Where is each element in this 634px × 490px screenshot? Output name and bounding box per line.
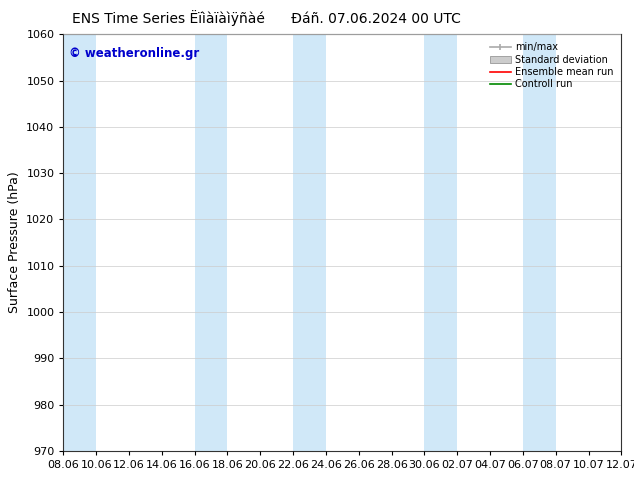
Y-axis label: Surface Pressure (hPa): Surface Pressure (hPa)	[8, 172, 21, 314]
Bar	[293, 34, 326, 451]
Text: ENS Time Series Ëïìàïàìÿñàé      Đáñ. 07.06.2024 00 UTC: ENS Time Series Ëïìàïàìÿñàé Đáñ. 07.06.2…	[72, 10, 461, 26]
Bar	[424, 34, 457, 451]
Bar	[195, 34, 228, 451]
Legend: min/max, Standard deviation, Ensemble mean run, Controll run: min/max, Standard deviation, Ensemble me…	[487, 39, 616, 92]
Bar	[63, 34, 96, 451]
Bar	[523, 34, 555, 451]
Text: © weatheronline.gr: © weatheronline.gr	[69, 47, 199, 60]
